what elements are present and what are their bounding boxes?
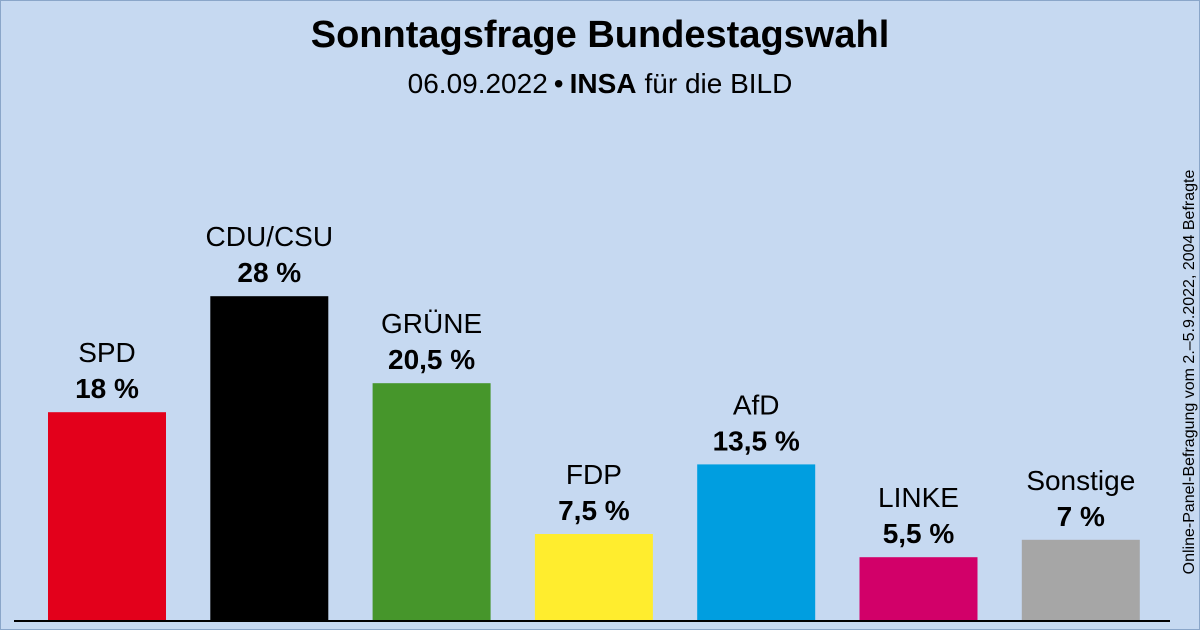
poll-client: für die BILD: [644, 68, 793, 99]
chart-subtitle: 06.09.2022 • INSA für die BILD: [0, 68, 1200, 100]
bar-value-label: 7 %: [1057, 501, 1105, 532]
bar-value-label: 7,5 %: [558, 495, 630, 526]
bar-category-label: LINKE: [878, 482, 959, 513]
bar-cdu-csu: [210, 296, 329, 621]
bar-category-label: SPD: [78, 337, 136, 368]
bar-category-label: CDU/CSU: [206, 221, 334, 252]
bar-value-label: 13,5 %: [713, 425, 800, 456]
bar-value-label: 18 %: [75, 373, 139, 404]
methodology-note: Online-Panel-Befragung vom 2.–5.9.2022, …: [1181, 169, 1198, 575]
chart-title: Sonntagsfrage Bundestagswahl: [310, 14, 890, 56]
bar-fdp: [534, 534, 653, 621]
poll-date: 06.09.2022: [407, 68, 548, 99]
bar-category-label: FDP: [566, 459, 622, 490]
bar-category-label: GRÜNE: [381, 308, 482, 339]
bar-afd: [697, 464, 816, 621]
bar-gr-ne: [372, 383, 491, 621]
bar-value-label: 5,5 %: [883, 518, 955, 549]
bar-category-label: AfD: [733, 389, 780, 420]
bar-sonstige: [1021, 539, 1140, 621]
bar-value-label: 20,5 %: [388, 344, 475, 375]
bar-value-label: 28 %: [237, 257, 301, 288]
bar-linke: [859, 557, 978, 621]
poll-institute: INSA: [569, 68, 637, 99]
bar-spd: [48, 412, 166, 621]
subtitle-separator: •: [553, 68, 564, 99]
bar-category-label: Sonstige: [1026, 465, 1135, 496]
